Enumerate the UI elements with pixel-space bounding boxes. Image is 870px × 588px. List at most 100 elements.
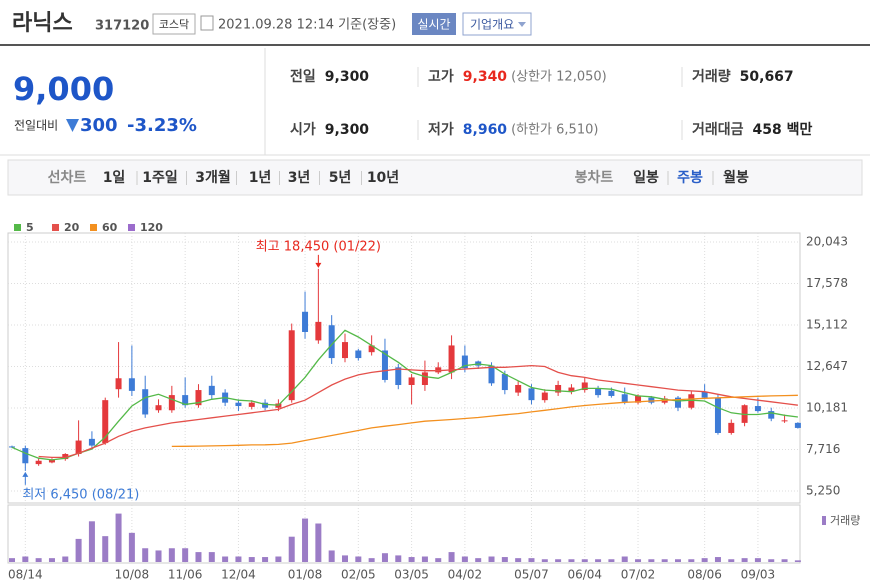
x-tick-label: 09/03	[741, 568, 776, 582]
tab[interactable]: 월봉	[723, 169, 749, 186]
ma-line	[171, 394, 798, 448]
candle-body	[48, 459, 55, 463]
tab[interactable]: 일봉	[633, 170, 659, 186]
tab[interactable]: 1년	[249, 170, 272, 186]
candle-body	[621, 394, 628, 402]
volume-bar	[22, 556, 29, 562]
summary-value: 9,340	[463, 69, 508, 85]
candle-body	[208, 385, 215, 396]
y-tick-label: 15,112	[806, 318, 848, 332]
market-badge	[152, 13, 196, 35]
volume-bar	[381, 553, 388, 562]
down-arrow	[66, 119, 79, 132]
summary-label: 전일	[290, 68, 316, 85]
candle-body	[368, 345, 375, 353]
volume-bar	[421, 556, 428, 562]
candle-body	[701, 391, 708, 398]
candle-body	[381, 350, 388, 380]
candle-body	[408, 377, 415, 386]
volume-bar	[448, 552, 455, 562]
volume-bar	[235, 556, 242, 562]
candle-body	[675, 397, 681, 408]
candle-body	[501, 374, 508, 391]
volume-bar	[155, 550, 162, 562]
candle-body	[62, 454, 69, 460]
volume-bar	[781, 559, 788, 562]
summary-value: 8,960	[463, 122, 508, 138]
candle-body	[395, 367, 402, 386]
candle-body	[635, 395, 642, 403]
volume-bar	[195, 552, 202, 562]
tab[interactable]: 5년	[329, 170, 352, 186]
volume-bar	[754, 558, 761, 562]
candle-body	[88, 438, 95, 446]
volume-bar	[302, 518, 309, 562]
tab-bar	[7, 159, 863, 196]
candle-body	[794, 422, 801, 428]
volume-bar	[555, 559, 562, 562]
candle-body	[328, 325, 335, 359]
candle-body	[581, 382, 588, 391]
annotation: 최저 6,450 (08/21)	[22, 487, 139, 502]
x-tick-label: 05/07	[514, 568, 549, 582]
y-tick-label: 12,647	[806, 359, 848, 373]
candle-body	[448, 345, 455, 373]
annotation-arrowhead	[315, 262, 322, 268]
candle-body	[528, 388, 535, 401]
candle-body	[102, 400, 109, 444]
tab-group-label: 봉차트	[575, 170, 614, 186]
volume-bar	[102, 536, 109, 562]
legend-label: 20	[64, 221, 80, 234]
realtime-label[interactable]: 실시간	[417, 18, 450, 32]
volume-bar	[794, 560, 801, 562]
volume-bar	[568, 559, 575, 562]
tab[interactable]: 3년	[288, 170, 311, 186]
candle-body	[262, 402, 269, 408]
company-button[interactable]	[462, 12, 532, 36]
volume-bar	[248, 557, 255, 562]
x-tick-label: 03/05	[394, 568, 429, 582]
summary-value: 9,300	[325, 122, 370, 138]
candle-body	[648, 397, 655, 403]
candle-body	[714, 397, 721, 433]
candle-body	[541, 392, 548, 401]
candle-body	[155, 405, 162, 411]
company-label[interactable]: 기업개요	[470, 18, 514, 32]
x-tick-label: 08/06	[687, 568, 722, 582]
candle-body	[128, 378, 135, 391]
volume-bar	[88, 521, 95, 562]
candle-body	[355, 350, 362, 359]
tab[interactable]: 1일	[103, 170, 126, 186]
summary-value: 50,667	[740, 69, 794, 85]
summary-label: 시가	[290, 122, 316, 138]
y-tick-label: 10,181	[806, 401, 848, 415]
tab[interactable]: 10년	[367, 170, 399, 186]
summary-note: (하한가 6,510)	[511, 123, 598, 138]
volume-bar	[408, 557, 415, 562]
y-tick-label: 7,716	[806, 442, 840, 456]
tab[interactable]: 3개월	[195, 169, 231, 186]
volume-bar	[488, 556, 495, 562]
realtime-button[interactable]	[412, 13, 456, 35]
volume-bar	[368, 558, 375, 562]
volume-bar	[595, 559, 602, 562]
candle-body	[248, 402, 255, 407]
volume-bar	[688, 559, 695, 562]
dropdown-arrow	[518, 22, 526, 27]
volume-legend-swatch	[822, 516, 826, 525]
tab-group-label: 선차트	[48, 170, 87, 186]
volume-bar	[581, 559, 588, 562]
tab[interactable]: 1주일	[142, 170, 178, 186]
legend-label: 120	[140, 221, 163, 234]
candle-body	[288, 330, 295, 401]
summary-note: (상한가 12,050)	[511, 70, 607, 85]
volume-bar	[355, 556, 362, 562]
stock-name: 라닉스	[12, 11, 73, 36]
volume-bar	[768, 559, 775, 562]
candle-body	[728, 422, 735, 433]
candle-body	[142, 389, 149, 415]
volume-bar	[501, 557, 508, 562]
tab[interactable]: 주봉	[677, 170, 703, 186]
y-tick-label: 20,043	[806, 235, 848, 249]
